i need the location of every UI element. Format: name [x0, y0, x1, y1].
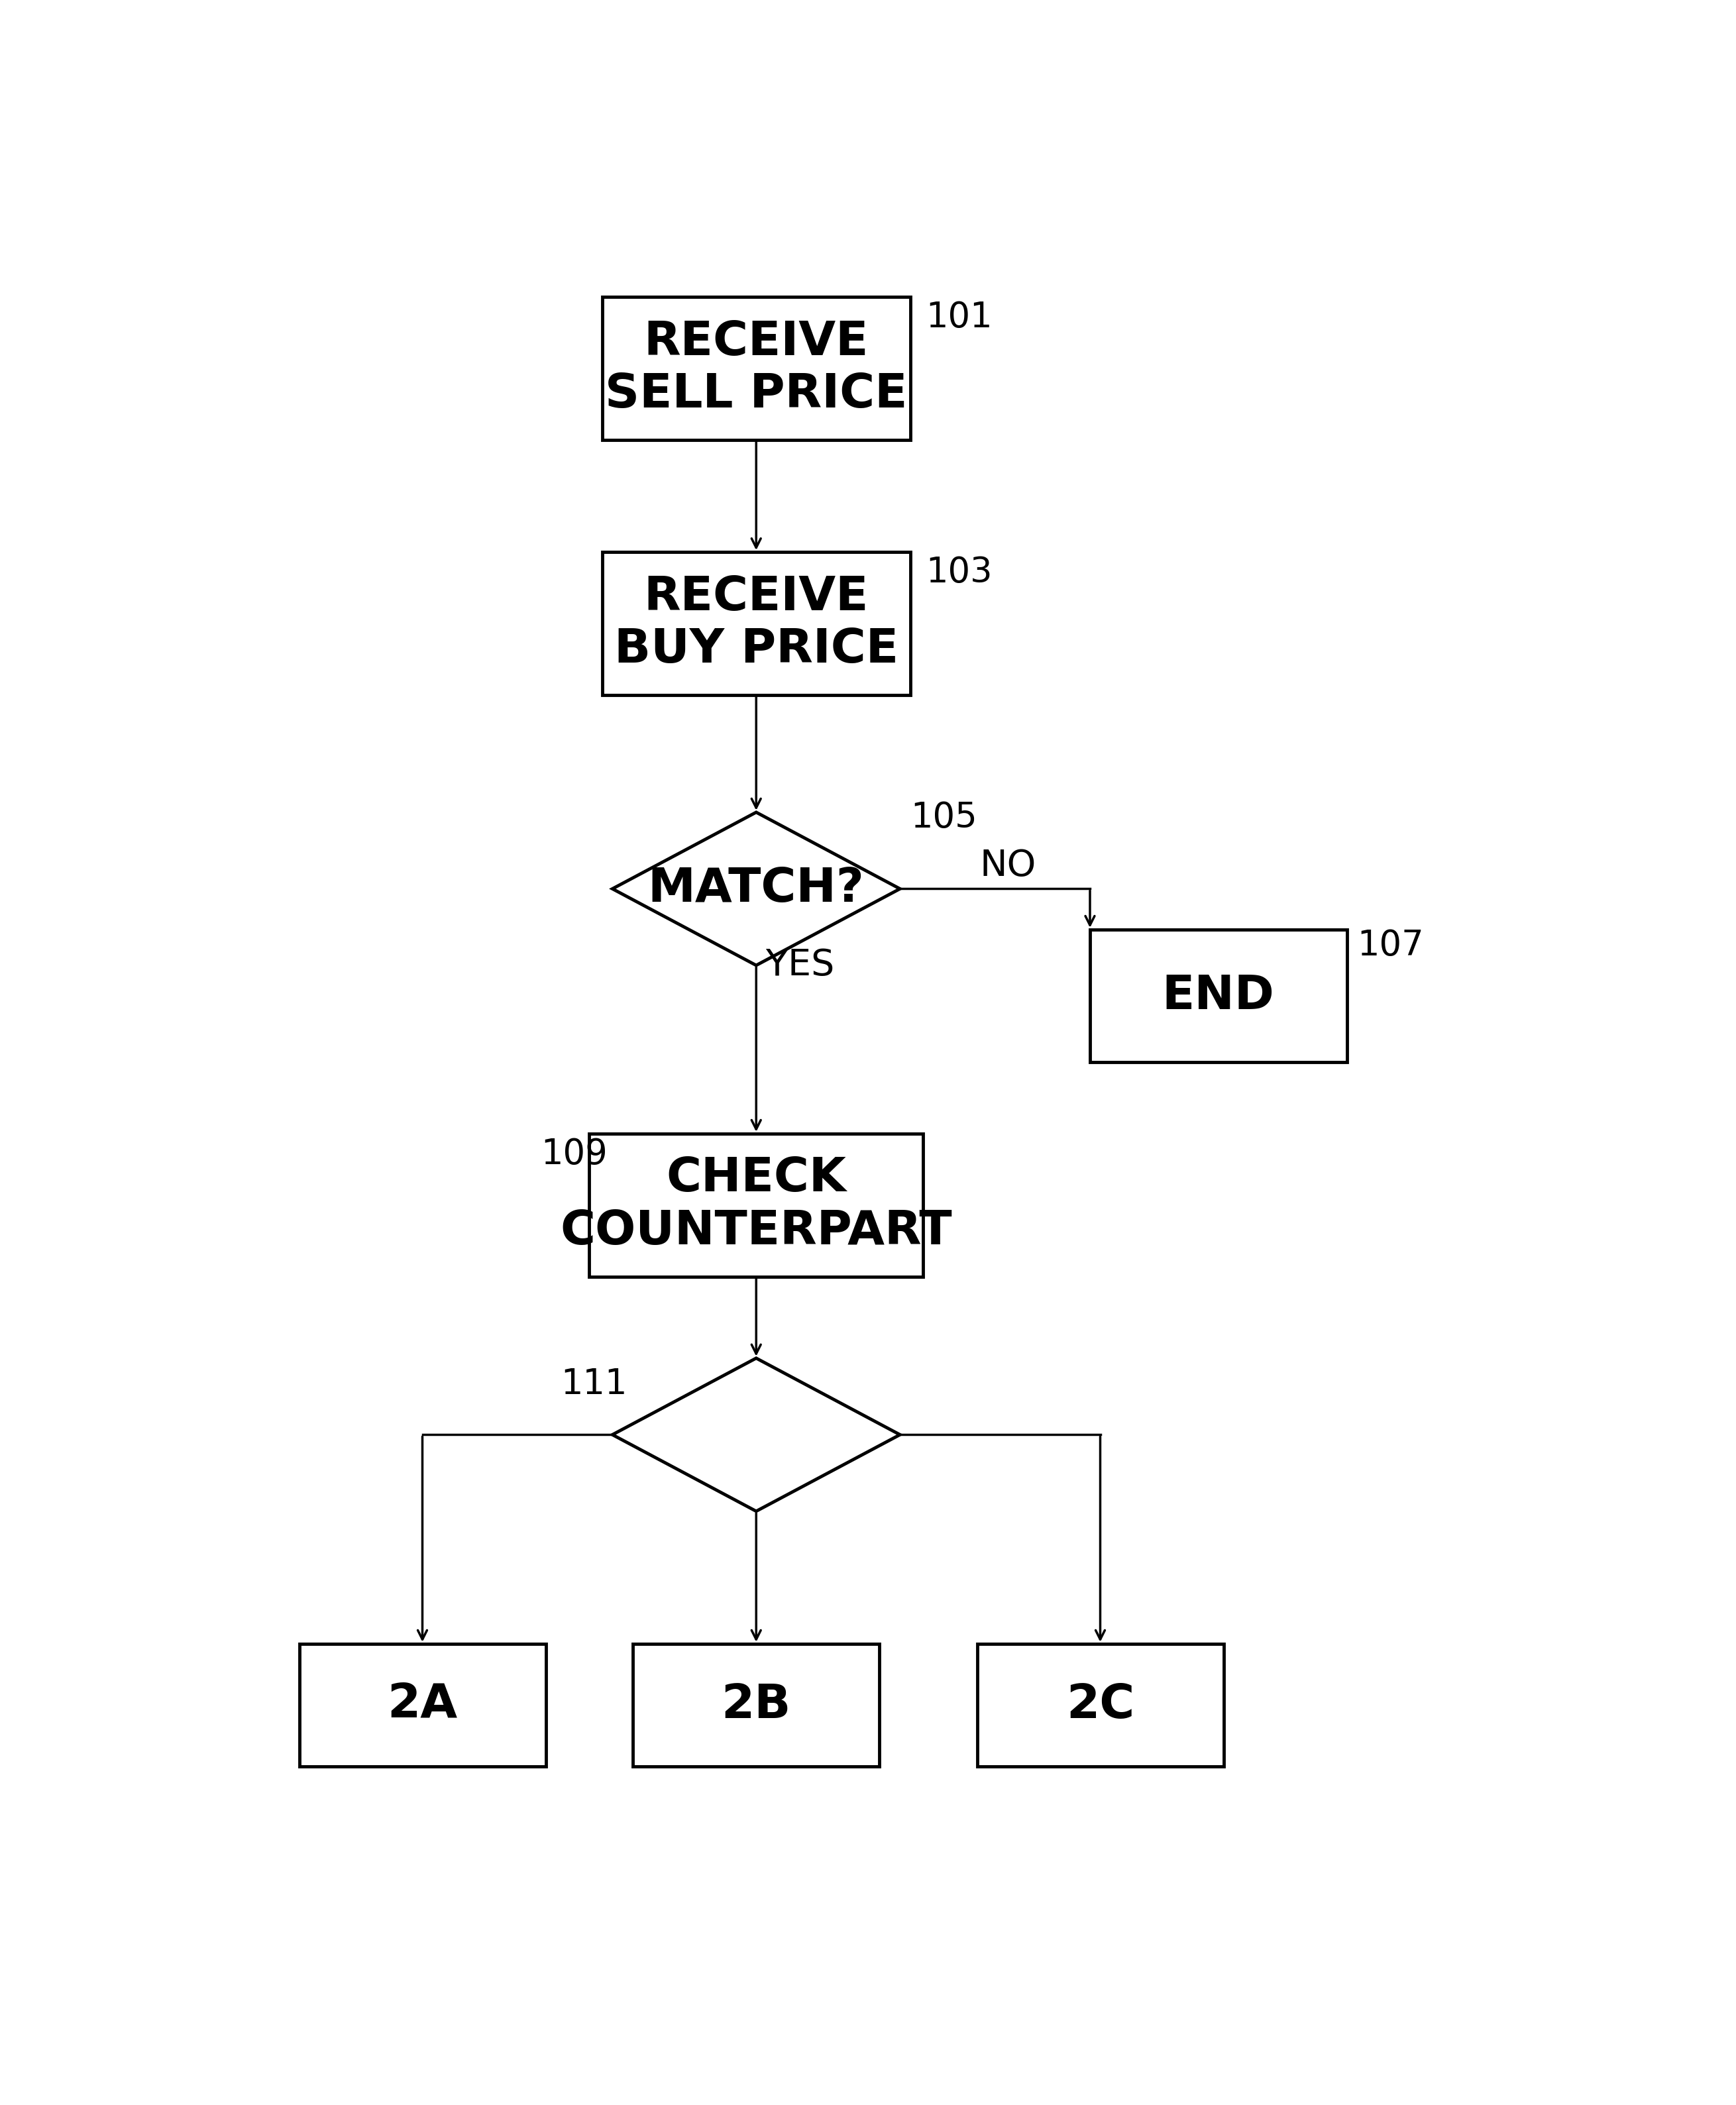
Text: 101: 101	[925, 301, 993, 335]
Bar	[602, 297, 910, 440]
Text: 2A: 2A	[387, 1682, 458, 1728]
Text: 109: 109	[540, 1137, 608, 1172]
Text: 2B: 2B	[720, 1682, 792, 1728]
Text: CHECK
COUNTERPART: CHECK COUNTERPART	[561, 1156, 951, 1255]
Text: RECEIVE
SELL PRICE: RECEIVE SELL PRICE	[604, 320, 908, 417]
Text: 105: 105	[910, 800, 977, 836]
Bar	[299, 1644, 545, 1766]
Bar	[1090, 930, 1347, 1063]
Polygon shape	[613, 1358, 899, 1511]
Bar	[634, 1644, 880, 1766]
Text: END: END	[1161, 973, 1274, 1019]
Text: 2C: 2C	[1066, 1682, 1134, 1728]
Bar	[602, 552, 910, 695]
Text: MATCH?: MATCH?	[648, 865, 865, 911]
Text: 103: 103	[925, 556, 993, 589]
Bar	[977, 1644, 1224, 1766]
Text: 111: 111	[561, 1366, 628, 1402]
Text: 107: 107	[1358, 928, 1424, 962]
Text: YES: YES	[766, 947, 835, 983]
Text: RECEIVE
BUY PRICE: RECEIVE BUY PRICE	[615, 575, 898, 674]
Text: NO: NO	[979, 848, 1036, 884]
Bar	[589, 1135, 924, 1276]
Polygon shape	[613, 813, 899, 966]
